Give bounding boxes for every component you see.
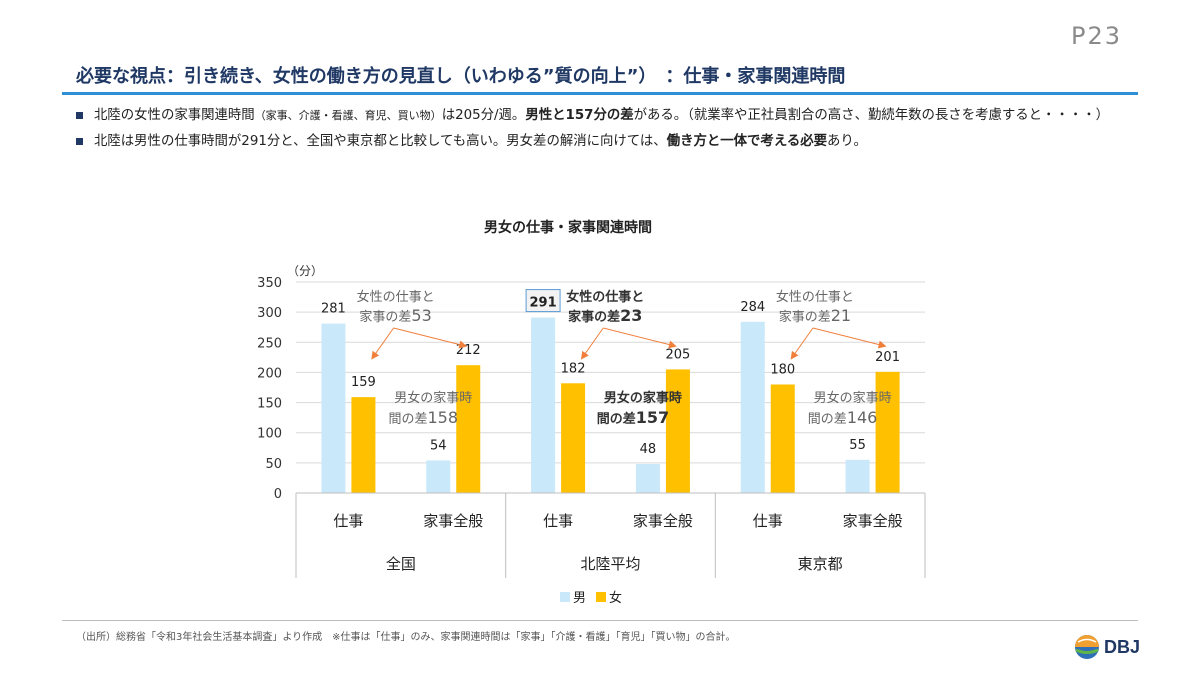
bullet-item-1: 北陸の女性の家事関連時間（家事、介護・看護、育児、買い物）は205分/週。男性と… xyxy=(76,106,1136,125)
housework-gap-text: 男女の家事時 xyxy=(604,390,682,406)
gap-annotation-value: 21 xyxy=(831,306,851,325)
data-label: 48 xyxy=(640,442,657,457)
page-number: P23 xyxy=(1070,22,1122,50)
slide-title: 必要な視点：引き続き、女性の働き方の見直し（いわゆる”質の向上”） ：仕事・家事… xyxy=(76,66,846,87)
x-category-label: 家事全般 xyxy=(423,512,483,530)
housework-gap-value: 157 xyxy=(636,408,669,427)
bar-female xyxy=(456,365,481,493)
data-label: 180 xyxy=(770,362,795,377)
bar-female xyxy=(561,383,586,493)
data-label: 182 xyxy=(561,361,586,376)
title-rule xyxy=(62,92,1138,95)
chart-title: 男女の仕事・家事関連時間 xyxy=(484,219,652,236)
logo-text: DBJ xyxy=(1103,636,1140,657)
legend-label: 女 xyxy=(609,590,622,606)
bullet-2-part-3: あり。 xyxy=(827,134,867,149)
housework-gap-text: 男女の家事時 xyxy=(394,390,472,406)
bullet-2-part-2: 働き方と一体で考える必要 xyxy=(666,134,827,149)
bullet-1-part-5: がある。（就業率や正社員割合の高さ、勤続年数の長さを考慮すると・・・・） xyxy=(633,108,1109,123)
gap-annotation-text: 家事の差21 xyxy=(779,306,851,325)
bullet-1-part-3: は205分/週。 xyxy=(441,108,526,123)
housework-gap-text: 男女の家事時 xyxy=(814,390,892,406)
arrow-line xyxy=(603,327,677,349)
y-tick-label: 300 xyxy=(257,306,282,321)
gap-annotation-value: 53 xyxy=(411,306,431,325)
bullet-1-part-1: 北陸の女性の家事関連時間 xyxy=(94,108,255,123)
bar-male xyxy=(635,464,660,493)
arrow-line xyxy=(790,327,814,360)
x-region-label: 北陸平均 xyxy=(580,555,640,573)
bar-female xyxy=(770,384,795,493)
y-tick-label: 350 xyxy=(257,276,282,291)
housework-gap-text: 間の差146 xyxy=(808,408,878,427)
data-label: 212 xyxy=(456,343,481,358)
bar-male xyxy=(321,323,346,493)
bar-chart: 男女の仕事・家事関連時間 （分） 0 50 100 150 200 250 300 350 28… xyxy=(257,219,926,606)
globe-logo-icon xyxy=(1074,635,1099,659)
housework-gap-text: 間の差157 xyxy=(597,408,669,427)
data-label: 284 xyxy=(740,300,765,315)
gap-annotation-text: 家事の差53 xyxy=(359,306,431,325)
bullet-1-part-4: 男性と157分の差 xyxy=(525,108,634,123)
bullet-list: 北陸の女性の家事関連時間（家事、介護・看護、育児、買い物）は205分/週。男性と… xyxy=(76,106,1136,158)
bar-male xyxy=(426,460,451,493)
arrow-line xyxy=(371,327,395,360)
x-category-label: 仕事 xyxy=(543,512,573,530)
bar-male xyxy=(845,459,870,493)
bullet-2-part-1: 北陸は男性の仕事時間が291分と、全国や東京都と比較しても高い。男女差の解消に向… xyxy=(94,134,667,149)
arrow-line xyxy=(812,327,887,349)
x-category-label: 家事全般 xyxy=(633,512,693,530)
bar-male xyxy=(740,321,765,493)
y-axis-unit-label: （分） xyxy=(287,264,323,278)
legend-swatch xyxy=(596,592,606,602)
data-label: 281 xyxy=(321,302,346,317)
source-footnote: （出所）総務省「令和3年社会生活基本調査」より作成 ※仕事は「仕事」のみ、家事関… xyxy=(76,632,736,643)
data-label: 201 xyxy=(875,350,900,365)
legend-swatch xyxy=(560,592,570,602)
gap-annotation-text: 家事の差23 xyxy=(568,306,642,325)
bar-female xyxy=(665,369,690,493)
bullet-item-2: 北陸は男性の仕事時間が291分と、全国や東京都と比較しても高い。男女差の解消に向… xyxy=(76,132,1136,151)
footer-rule xyxy=(62,620,1138,621)
data-label: 55 xyxy=(849,438,866,453)
data-label: 291 xyxy=(530,296,557,311)
housework-gap-value: 158 xyxy=(427,408,458,427)
x-region-label: 全国 xyxy=(386,555,416,573)
arrow-line xyxy=(580,327,604,360)
bar-female xyxy=(875,371,900,493)
y-tick-label: 0 xyxy=(274,487,282,502)
y-tick-label: 200 xyxy=(257,366,282,381)
bar-male xyxy=(531,317,556,493)
gap-annotation-text: 女性の仕事と xyxy=(357,289,435,305)
arrow-line xyxy=(393,327,468,349)
x-region-label: 東京都 xyxy=(798,555,843,573)
bar-female xyxy=(351,397,376,493)
data-label: 159 xyxy=(351,375,376,390)
data-label: 54 xyxy=(430,438,447,453)
y-tick-label: 50 xyxy=(265,457,282,472)
y-tick-label: 250 xyxy=(257,336,282,351)
y-tick-label: 150 xyxy=(257,397,282,412)
dbj-logo: DBJ xyxy=(1074,634,1140,660)
bullet-1-part-2: （家事、介護・看護、育児、買い物） xyxy=(254,109,442,122)
gap-annotation-text: 女性の仕事と xyxy=(566,289,644,305)
gap-annotation-value: 23 xyxy=(620,306,642,325)
legend-label: 男 xyxy=(573,591,586,606)
x-category-label: 家事全般 xyxy=(843,512,903,530)
housework-gap-text: 間の差158 xyxy=(388,408,458,427)
housework-gap-value: 146 xyxy=(847,408,878,427)
highlight-box xyxy=(525,289,561,313)
x-category-label: 仕事 xyxy=(333,512,363,530)
data-label: 205 xyxy=(666,347,691,362)
bullet-square-icon xyxy=(76,112,83,119)
gap-annotation-text: 女性の仕事と xyxy=(776,289,854,305)
y-tick-label: 100 xyxy=(257,427,282,442)
x-category-label: 仕事 xyxy=(753,512,783,530)
bullet-square-icon xyxy=(76,138,83,145)
